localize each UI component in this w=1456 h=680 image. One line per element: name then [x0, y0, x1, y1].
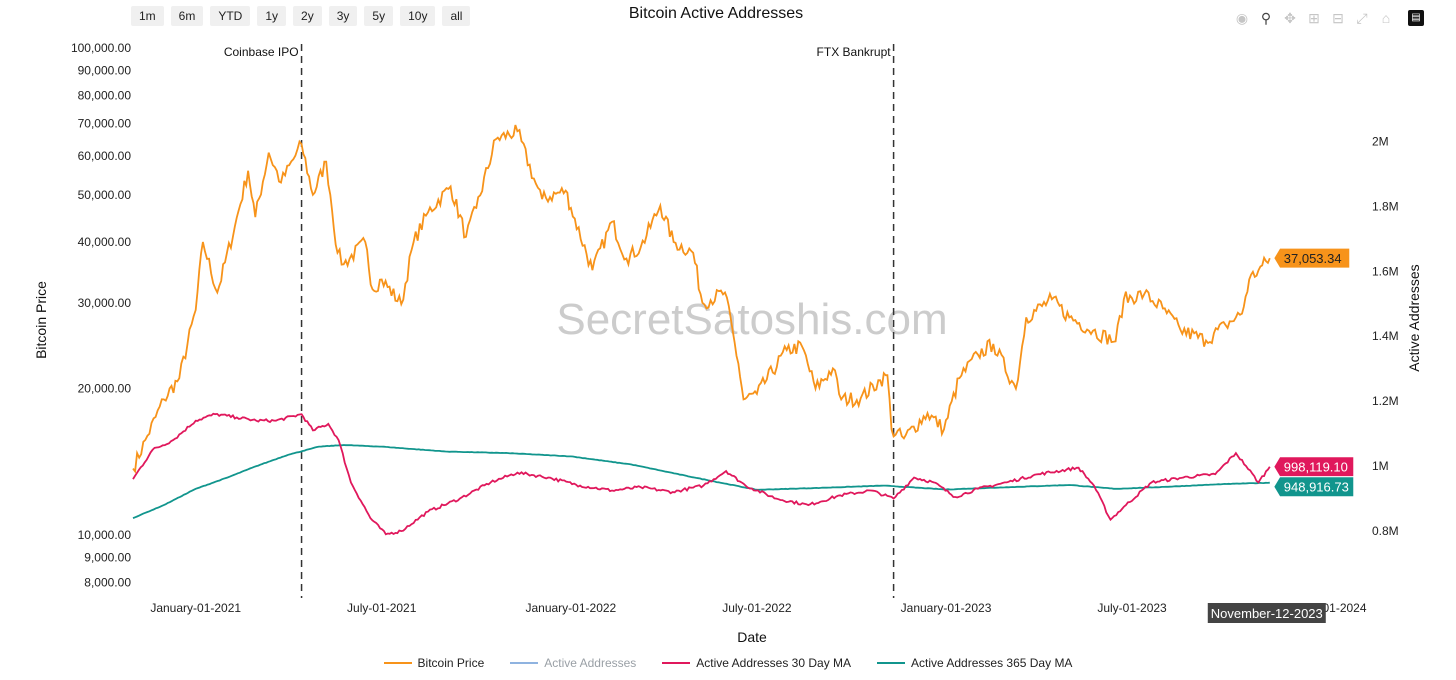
legend-label: Active Addresses — [544, 656, 637, 670]
legend-item-bitcoin-price[interactable]: Bitcoin Price — [383, 656, 485, 670]
plotly-logo-icon[interactable]: ▤ — [1408, 10, 1424, 26]
legend-label: Bitcoin Price — [417, 656, 485, 670]
zoom-in-icon[interactable]: ⊞ — [1308, 10, 1320, 26]
series-line-aa-365ma — [132, 444, 1270, 519]
range-button-6m[interactable]: 6m — [170, 6, 204, 26]
series-line-bitcoin-price — [132, 124, 1271, 474]
legend-label: Active Addresses 30 Day MA — [696, 656, 852, 670]
y-right-tick-label: 1.4M — [1372, 329, 1399, 343]
event-annotations: Coinbase IPO FTX Bankrupt — [224, 44, 895, 598]
y-left-tick-label: 30,000.00 — [78, 296, 132, 310]
y-left-tick-label: 20,000.00 — [78, 382, 132, 396]
range-button-3y[interactable]: 3y — [328, 6, 358, 26]
y-right-tick-label: 1M — [1372, 459, 1389, 473]
y-axis-right-title: Active Addresses — [1406, 264, 1422, 371]
legend-swatch — [877, 662, 906, 664]
event-label: Coinbase IPO — [224, 45, 299, 59]
y-left-tick-label: 10,000.00 — [78, 528, 132, 542]
camera-icon[interactable]: ◉ — [1235, 10, 1249, 26]
chart-canvas: SecretSatoshis.com 100,000.00 90,000.00 80… — [33, 41, 1422, 645]
y-left-tick-label: 80,000.00 — [78, 88, 132, 102]
hover-label-price: 37,053.34 — [1273, 247, 1351, 269]
range-button-2y[interactable]: 2y — [293, 6, 322, 26]
y-left-tick-label: 90,000.00 — [78, 63, 132, 77]
legend: Bitcoin Price Active Addresses Active Ad… — [0, 656, 1456, 670]
y-left-tick-label: 100,000.00 — [71, 41, 131, 55]
x-tick-label: January-01-2021 — [150, 601, 241, 615]
y-right-tick-label: 0.8M — [1372, 524, 1399, 538]
range-button-all[interactable]: all — [442, 6, 471, 26]
legend-swatch — [383, 662, 412, 664]
left-axis-ticks: 100,000.00 90,000.00 80,000.00 70,000.00 60,… — [71, 41, 131, 589]
event-label: FTX Bankrupt — [817, 45, 892, 59]
y-right-tick-label: 2M — [1372, 134, 1389, 148]
x-tick-label: July-01-2021 — [347, 601, 417, 615]
range-button-1y[interactable]: 1y — [257, 6, 287, 26]
home-icon[interactable]: ⌂ — [1381, 10, 1391, 26]
hover-label-date: November-12-2023 — [1207, 603, 1326, 623]
right-axis-ticks: 0.8M 1M 1.2M 1.4M 1.6M 1.8M 2M — [1372, 134, 1399, 538]
legend-item-aa-365ma[interactable]: Active Addresses 365 Day MA — [877, 656, 1072, 670]
x-tick-label: January-01-2023 — [901, 601, 992, 615]
x-axis-ticks: January-01-2021 July-01-2021 January-01-20… — [150, 601, 1367, 615]
hover-label-aa30: 998,119.10 — [1273, 456, 1355, 478]
zoom-out-icon[interactable]: ⊟ — [1332, 10, 1344, 26]
y-axis-left-title: Bitcoin Price — [33, 281, 49, 359]
range-button-10y[interactable]: 10y — [400, 6, 436, 26]
range-selector: 1m 6m YTD 1y 2y 3y 5y 10y all — [131, 6, 471, 28]
watermark: SecretSatoshis.com — [556, 295, 947, 344]
zoom-icon[interactable]: ⚲ — [1260, 10, 1272, 26]
hover-label-aa365: 948,916.73 — [1273, 476, 1355, 498]
y-right-tick-label: 1.6M — [1372, 264, 1399, 278]
x-tick-label: January-01-2022 — [525, 601, 616, 615]
modebar: ◉ ⚲ ✥ ⊞ ⊟ ⤢ ⌂ ▤ — [1234, 10, 1424, 26]
hover-aa30-value: 998,119.10 — [1284, 460, 1348, 475]
legend-label: Active Addresses 365 Day MA — [911, 656, 1073, 670]
y-right-tick-label: 1.8M — [1372, 199, 1399, 213]
x-axis-title: Date — [737, 629, 767, 645]
pan-icon[interactable]: ✥ — [1284, 10, 1296, 26]
legend-item-active-addresses[interactable]: Active Addresses — [510, 656, 636, 670]
legend-swatch — [510, 662, 539, 664]
y-right-tick-label: 1.2M — [1372, 394, 1399, 408]
hover-date-value: November-12-2023 — [1211, 606, 1323, 621]
range-button-ytd[interactable]: YTD — [210, 6, 251, 26]
hover-price-value: 37,053.34 — [1284, 251, 1342, 266]
y-left-tick-label: 9,000.00 — [84, 550, 131, 564]
chart-title: Bitcoin Active Addresses — [628, 5, 804, 22]
range-button-5y[interactable]: 5y — [364, 6, 394, 26]
autoscale-icon[interactable]: ⤢ — [1356, 10, 1368, 26]
y-left-tick-label: 70,000.00 — [78, 117, 132, 131]
hover-aa365-value: 948,916.73 — [1284, 480, 1349, 495]
x-tick-label: July-01-2022 — [722, 601, 792, 615]
y-left-tick-label: 8,000.00 — [84, 575, 131, 589]
y-left-tick-label: 50,000.00 — [78, 188, 132, 202]
series-line-aa-30ma — [132, 412, 1271, 536]
legend-swatch — [662, 662, 691, 664]
y-left-tick-label: 60,000.00 — [78, 149, 132, 163]
legend-item-aa-30ma[interactable]: Active Addresses 30 Day MA — [662, 656, 851, 670]
range-button-1m[interactable]: 1m — [131, 6, 164, 26]
y-left-tick-label: 40,000.00 — [78, 235, 132, 249]
x-tick-label: July-01-2023 — [1097, 601, 1167, 615]
